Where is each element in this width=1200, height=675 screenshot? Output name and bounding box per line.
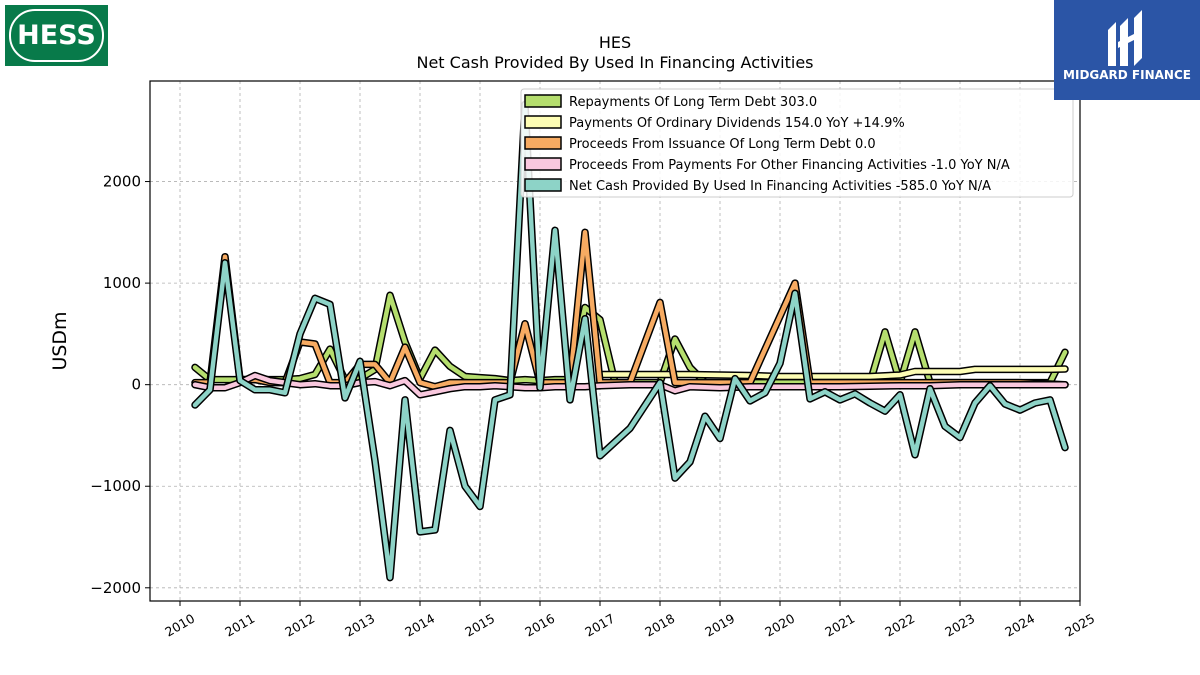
chart-subtitle: Net Cash Provided By Used In Financing A… [416, 53, 813, 72]
x-tick-label: 2013 [342, 611, 377, 640]
y-tick-label: 1000 [103, 274, 141, 292]
legend-swatch [524, 94, 562, 108]
series-4-line [191, 100, 1069, 582]
y-tick-label: 0 [131, 376, 141, 394]
series-lines [191, 100, 1069, 582]
hess-logo-border [9, 9, 104, 62]
y-axis-label: USDm [49, 311, 71, 370]
chart-title: HES [599, 33, 631, 52]
legend-label: Payments Of Ordinary Dividends 154.0 YoY… [569, 116, 905, 131]
x-tick-label: 2011 [222, 611, 257, 640]
x-tick-label: 2019 [702, 611, 737, 640]
x-tick-label: 2024 [1002, 611, 1037, 640]
x-tick-label: 2015 [462, 611, 497, 640]
legend-swatch [524, 115, 562, 129]
legend-label: Net Cash Provided By Used In Financing A… [569, 179, 991, 194]
legend-label: Proceeds From Issuance Of Long Term Debt… [569, 137, 876, 152]
series-outline [191, 228, 1069, 391]
x-tick-label: 2018 [642, 611, 677, 640]
hess-logo-text: HESS [17, 20, 96, 51]
series-2-line [191, 228, 1069, 391]
legend-swatch [524, 136, 562, 150]
midgard-finance-logo: MIDGARD FINANCE [1054, 0, 1200, 100]
x-tick-label: 2016 [522, 611, 557, 640]
x-tick-label: 2017 [582, 611, 617, 640]
series-1-line [596, 365, 1069, 381]
plot-frame [149, 80, 1081, 602]
x-tick-label: 2023 [942, 611, 977, 640]
y-tick-label: −1000 [90, 477, 141, 495]
x-tick-label: 2010 [162, 611, 197, 640]
series-stroke [192, 373, 1068, 398]
hess-logo: HESS [5, 5, 108, 66]
legend-swatch [524, 178, 562, 192]
series-stroke [597, 366, 1068, 379]
x-tick-label: 2012 [282, 611, 317, 640]
midgard-logo-text: MIDGARD FINANCE [1063, 68, 1191, 82]
y-tick-label: −2000 [90, 579, 141, 597]
legend-label: Proceeds From Payments For Other Financi… [569, 158, 1010, 173]
x-tick-label: 2014 [402, 611, 437, 640]
legend: Repayments Of Long Term Debt 303.0 Paymen… [520, 88, 1074, 198]
legend-swatch [524, 157, 562, 171]
x-tick-label: 2022 [882, 611, 917, 640]
series-stroke [192, 102, 1068, 580]
legend-label: Repayments Of Long Term Debt 303.0 [569, 95, 817, 110]
series-3-line [191, 371, 1069, 399]
x-tick-label: 2020 [762, 611, 797, 640]
x-tick-label: 2021 [822, 611, 857, 640]
x-tick-label: 2025 [1062, 611, 1097, 640]
midgard-mark-icon [1108, 10, 1142, 66]
y-tick-label: 2000 [103, 173, 141, 191]
legend-box [520, 88, 1074, 198]
